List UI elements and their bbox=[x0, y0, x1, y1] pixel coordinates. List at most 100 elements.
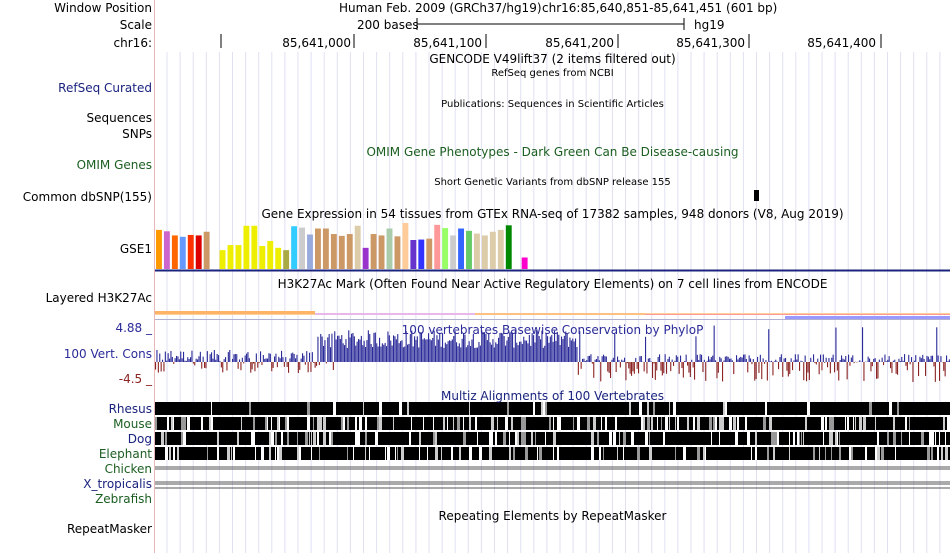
conservation-bar bbox=[542, 347, 544, 362]
conservation-bar bbox=[317, 336, 319, 362]
omim-track-label[interactable]: OMIM Genes bbox=[76, 158, 152, 172]
conservation-bar bbox=[449, 340, 451, 362]
conservation-bar bbox=[174, 358, 176, 362]
species-label-chicken[interactable]: Chicken bbox=[104, 462, 152, 476]
conservation-bar bbox=[751, 362, 753, 365]
refseq-track-label[interactable]: RefSeq Curated bbox=[58, 81, 152, 95]
species-label-x-tropicalis[interactable]: X_tropicalis bbox=[83, 477, 152, 491]
track-image[interactable]: Human Feb. 2009 (GRCh37/hg19) chr16:85,6… bbox=[155, 0, 950, 553]
dbsnp-track-label[interactable]: Common dbSNP(155) bbox=[22, 190, 152, 204]
alignment-gap bbox=[459, 447, 461, 460]
conservation-track-title[interactable]: 100 vertebrates Basewise Conservation by… bbox=[401, 323, 704, 337]
alignment-gap bbox=[683, 447, 686, 460]
alignment-gap bbox=[505, 417, 508, 430]
alignment-gap bbox=[775, 432, 778, 445]
alignment-gap bbox=[709, 417, 712, 430]
alignment-gap bbox=[451, 447, 453, 460]
conservation-bar bbox=[645, 336, 647, 362]
alignment-gap bbox=[895, 447, 896, 460]
alignment-gap bbox=[387, 447, 390, 460]
gencode-track-title[interactable]: GENCODE V49lift37 (2 items filtered out) bbox=[429, 52, 676, 66]
alignment-gap bbox=[173, 417, 174, 430]
alignment-gap bbox=[535, 432, 536, 445]
conservation-bar bbox=[817, 358, 819, 362]
conservation-bar bbox=[780, 354, 782, 362]
alignment-gap bbox=[593, 417, 596, 430]
species-label-mouse[interactable]: Mouse bbox=[113, 417, 152, 431]
gtex-bar bbox=[243, 225, 250, 269]
conservation-bar bbox=[773, 361, 775, 362]
conservation-bar bbox=[681, 362, 683, 369]
conservation-bar bbox=[351, 333, 353, 362]
conservation-bar bbox=[302, 353, 304, 362]
snps-track-label[interactable]: SNPs bbox=[122, 127, 152, 141]
scale-label: Scale bbox=[119, 18, 152, 32]
h3k27ac-track-title[interactable]: H3K27Ac Mark (Often Found Near Active Re… bbox=[277, 277, 828, 291]
gtex-bar bbox=[187, 234, 194, 269]
alignment-gap bbox=[347, 417, 349, 430]
alignment-gap bbox=[297, 447, 300, 460]
alignment-gap bbox=[441, 447, 442, 460]
conservation-bar bbox=[576, 347, 578, 362]
conservation-bar bbox=[670, 362, 672, 372]
conservation-bar bbox=[488, 333, 490, 362]
sequences-track-label[interactable]: Sequences bbox=[86, 111, 152, 125]
conservation-bar bbox=[355, 345, 357, 362]
alignment-gap bbox=[469, 447, 472, 460]
alignment-gap bbox=[173, 447, 175, 460]
alignment-gap bbox=[517, 432, 519, 445]
h3k27ac-track-label[interactable]: Layered H3K27Ac bbox=[45, 291, 152, 305]
conservation-bar bbox=[190, 357, 192, 362]
conservation-bar bbox=[429, 339, 431, 362]
conservation-bar bbox=[372, 346, 374, 362]
alignment-gap bbox=[869, 402, 872, 415]
conservation-bar bbox=[947, 361, 949, 362]
repeatmasker-track-title[interactable]: Repeating Elements by RepeatMasker bbox=[438, 509, 667, 523]
conservation-bar bbox=[666, 362, 668, 374]
species-label-rhesus[interactable]: Rhesus bbox=[108, 402, 152, 416]
alignment-gap bbox=[469, 417, 471, 430]
alignment-gap bbox=[539, 447, 542, 460]
conservation-bar bbox=[362, 345, 364, 362]
conservation-bar bbox=[603, 354, 605, 362]
species-label-elephant[interactable]: Elephant bbox=[98, 447, 152, 461]
conservation-bar bbox=[593, 362, 595, 378]
conservation-bar bbox=[293, 353, 295, 362]
conservation-bar bbox=[591, 362, 593, 364]
alignment-gap bbox=[771, 432, 774, 445]
omim-track-title[interactable]: OMIM Gene Phenotypes - Dark Green Can Be… bbox=[366, 145, 739, 159]
alignment-gap bbox=[587, 417, 590, 430]
alignment-gap bbox=[921, 432, 924, 445]
alignment-gap bbox=[497, 417, 498, 430]
conservation-bar bbox=[478, 341, 480, 362]
alignment-gap bbox=[181, 432, 183, 445]
gtex-bar bbox=[291, 226, 298, 269]
alignment-gap bbox=[723, 402, 725, 415]
alignment-gap bbox=[733, 417, 736, 430]
conservation-bar bbox=[274, 356, 276, 362]
conservation-bar bbox=[367, 330, 369, 362]
conservation-bar bbox=[304, 362, 306, 365]
dbsnp-track-title[interactable]: Short Genetic Variants from dbSNP releas… bbox=[434, 177, 671, 188]
conservation-bar bbox=[859, 360, 861, 362]
alignment-gap bbox=[675, 447, 676, 460]
species-label-dog[interactable]: Dog bbox=[127, 432, 152, 446]
alignment-gap bbox=[747, 432, 750, 445]
gtex-bar bbox=[156, 229, 162, 269]
repeatmasker-track-label[interactable]: RepeatMasker bbox=[66, 522, 152, 536]
alignment-gap bbox=[385, 447, 386, 460]
refseq-track-title[interactable]: RefSeq genes from NCBI bbox=[491, 68, 614, 79]
publications-track-title[interactable]: Publications: Sequences in Scientific Ar… bbox=[441, 99, 664, 110]
gtex-track-label[interactable]: GSE1 bbox=[119, 242, 152, 256]
gtex-track-title[interactable]: Gene Expression in 54 tissues from GTEx … bbox=[261, 207, 844, 221]
conservation-bar bbox=[276, 362, 278, 368]
conservation-bar bbox=[901, 356, 903, 362]
species-label-zebrafish[interactable]: Zebrafish bbox=[95, 492, 152, 506]
conservation-track-label[interactable]: 100 Vert. Cons bbox=[63, 347, 152, 361]
conservation-bar bbox=[468, 341, 470, 362]
conservation-bar bbox=[692, 362, 694, 368]
conservation-bar bbox=[827, 362, 829, 368]
conservation-bar bbox=[184, 360, 186, 362]
gtex-bar bbox=[330, 234, 337, 269]
multiz-track-title[interactable]: Multiz Alignments of 100 Vertebrates bbox=[440, 389, 665, 403]
